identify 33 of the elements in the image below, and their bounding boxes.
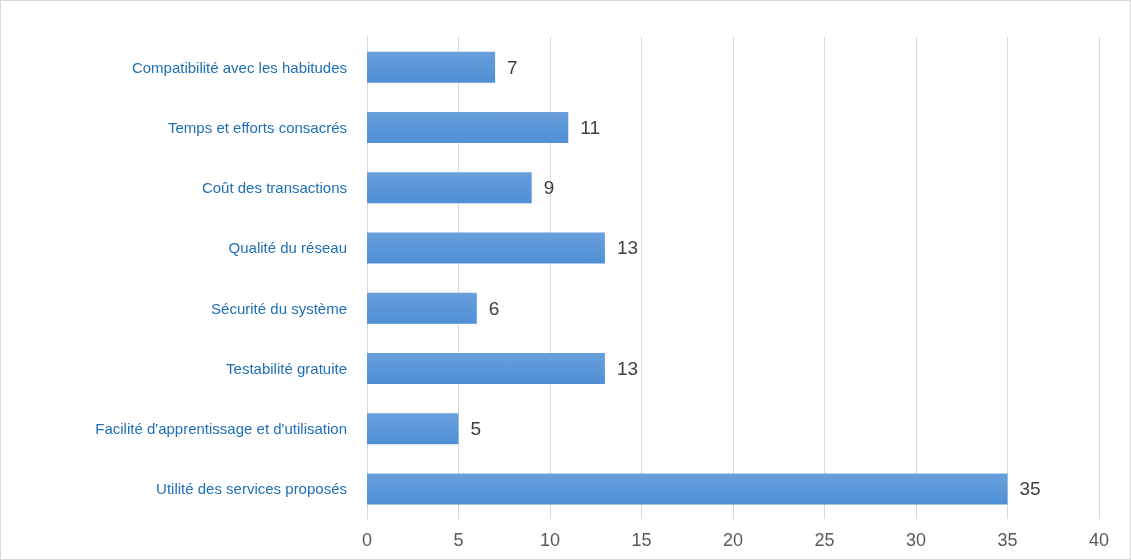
x-tick-label: 35 (997, 530, 1018, 550)
bar (367, 473, 1008, 505)
data-label: 13 (616, 357, 639, 379)
data-label: 11 (580, 116, 601, 138)
x-tick-label: 20 (722, 530, 744, 550)
y-tick-label: Utilité des services proposés (156, 480, 347, 498)
bar (367, 352, 605, 384)
data-label: 9 (543, 177, 555, 199)
x-tick-label: 5 (453, 530, 464, 550)
bar (367, 172, 532, 204)
x-tick-label: 40 (1088, 530, 1110, 550)
y-tick-label: Qualité du réseau (228, 239, 347, 257)
data-label: 6 (488, 297, 500, 319)
x-tick-label: 25 (814, 530, 835, 550)
bar (367, 292, 477, 324)
bar (367, 232, 605, 264)
x-tick-label: 15 (631, 530, 652, 550)
bar (367, 413, 459, 445)
data-label: 13 (616, 237, 639, 259)
x-tick-label: 10 (539, 530, 561, 550)
data-label: 35 (1019, 478, 1041, 500)
data-label: 5 (470, 418, 482, 440)
bar (367, 111, 569, 143)
x-tick-label: 0 (361, 530, 373, 550)
y-tick-label: Coût des transactions (201, 179, 347, 197)
x-tick-label: 30 (905, 530, 927, 550)
data-label: 7 (507, 56, 518, 78)
y-tick-label: Temps et efforts consacrés (168, 118, 347, 136)
y-tick-label: Sécurité du système (211, 299, 347, 317)
y-tick-label: Facilité d'apprentissage et d'utilisation (95, 420, 347, 438)
bar (367, 51, 496, 83)
y-tick-label: Testabilité gratuite (226, 359, 347, 377)
y-tick-label: Compatibilité avec les habitudes (131, 58, 347, 76)
